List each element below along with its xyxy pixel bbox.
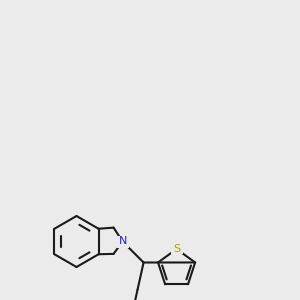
Text: N: N	[118, 236, 127, 247]
Text: S: S	[173, 244, 180, 254]
FancyBboxPatch shape	[117, 236, 129, 247]
FancyBboxPatch shape	[171, 244, 183, 254]
